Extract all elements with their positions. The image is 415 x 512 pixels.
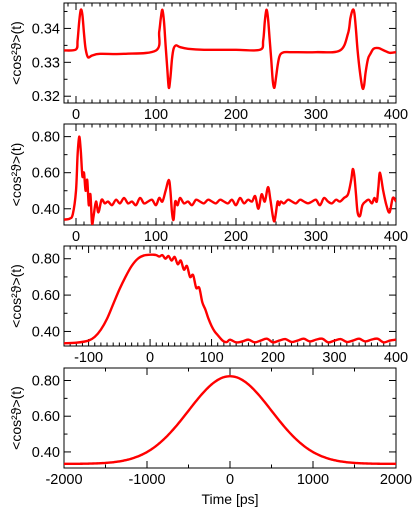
x-tick-label: 100: [144, 229, 168, 245]
plot-frame: [63, 123, 397, 226]
x-tick-label: 100: [199, 350, 223, 366]
x-tick-label: 400: [384, 107, 408, 123]
y-tick-label: 0.60: [32, 166, 60, 182]
x-tick-label: 0: [72, 229, 80, 245]
chart-panel-2: 0 100 200 300 400 0.40 0.60 0.80 <cos²ϑ>(t): [8, 123, 408, 245]
chart-panel-3: -100 0 100 200 300 400 0.40 0.60 0.80 <cos²ϑ>(t): [8, 245, 408, 366]
x-tick-label: 400: [384, 350, 408, 366]
x-tick-label: 200: [224, 229, 248, 245]
y-tick-label: 0.34: [32, 21, 60, 37]
plot-frame: [63, 367, 397, 469]
y-axis-label: <cos²ϑ>(t): [8, 386, 24, 450]
x-axis-label: Time [ps]: [201, 491, 258, 507]
x-tick-label: 300: [304, 107, 328, 123]
plot-frame: [63, 245, 397, 347]
y-axis-label: <cos²ϑ>(t): [8, 143, 24, 207]
x-tick-label: 1000: [297, 472, 329, 488]
x-tick-label: 300: [304, 229, 328, 245]
y-tick-label: 0.40: [32, 202, 60, 218]
x-tick-label: 300: [322, 350, 346, 366]
y-tick-label: 0.60: [32, 409, 60, 425]
series-line-2: [64, 135, 396, 225]
y-tick-label: 0.40: [32, 324, 60, 340]
y-tick-label: 0.80: [32, 252, 60, 268]
y-tick-label: 0.32: [32, 89, 60, 105]
y-tick-label: 0.33: [32, 55, 60, 71]
x-tick-label: -2000: [45, 472, 82, 488]
y-tick-label: 0.80: [32, 374, 60, 390]
y-axis-label: <cos²ϑ>(t): [8, 264, 24, 328]
x-tick-label: -1000: [128, 472, 165, 488]
x-tick-label: 200: [224, 107, 248, 123]
y-tick-label: 0.60: [32, 288, 60, 304]
series-line-3: [64, 253, 396, 345]
x-tick-label: 400: [384, 229, 408, 245]
x-tick-label: -100: [74, 350, 103, 366]
chart-panel-4: -2000 -1000 0 1000 2000 0.40 0.60 0.80 <cos²ϑ>(t…: [8, 367, 412, 507]
x-tick-label: 0: [226, 472, 234, 488]
y-tick-label: 0.80: [32, 130, 60, 146]
x-tick-label: 0: [146, 350, 154, 366]
x-tick-label: 200: [261, 350, 285, 366]
series-line-4: [64, 375, 396, 466]
y-axis-label: <cos²ϑ>(t): [8, 21, 24, 85]
series-line-1: [64, 8, 396, 91]
x-tick-label: 2000: [380, 472, 412, 488]
x-tick-label: 100: [144, 107, 168, 123]
x-tick-label: 0: [72, 107, 80, 123]
y-tick-label: 0.40: [32, 445, 60, 461]
chart-panel-1: 0 100 200 300 400 0.32 0.33 0.34 <cos²ϑ>(t): [8, 2, 408, 123]
